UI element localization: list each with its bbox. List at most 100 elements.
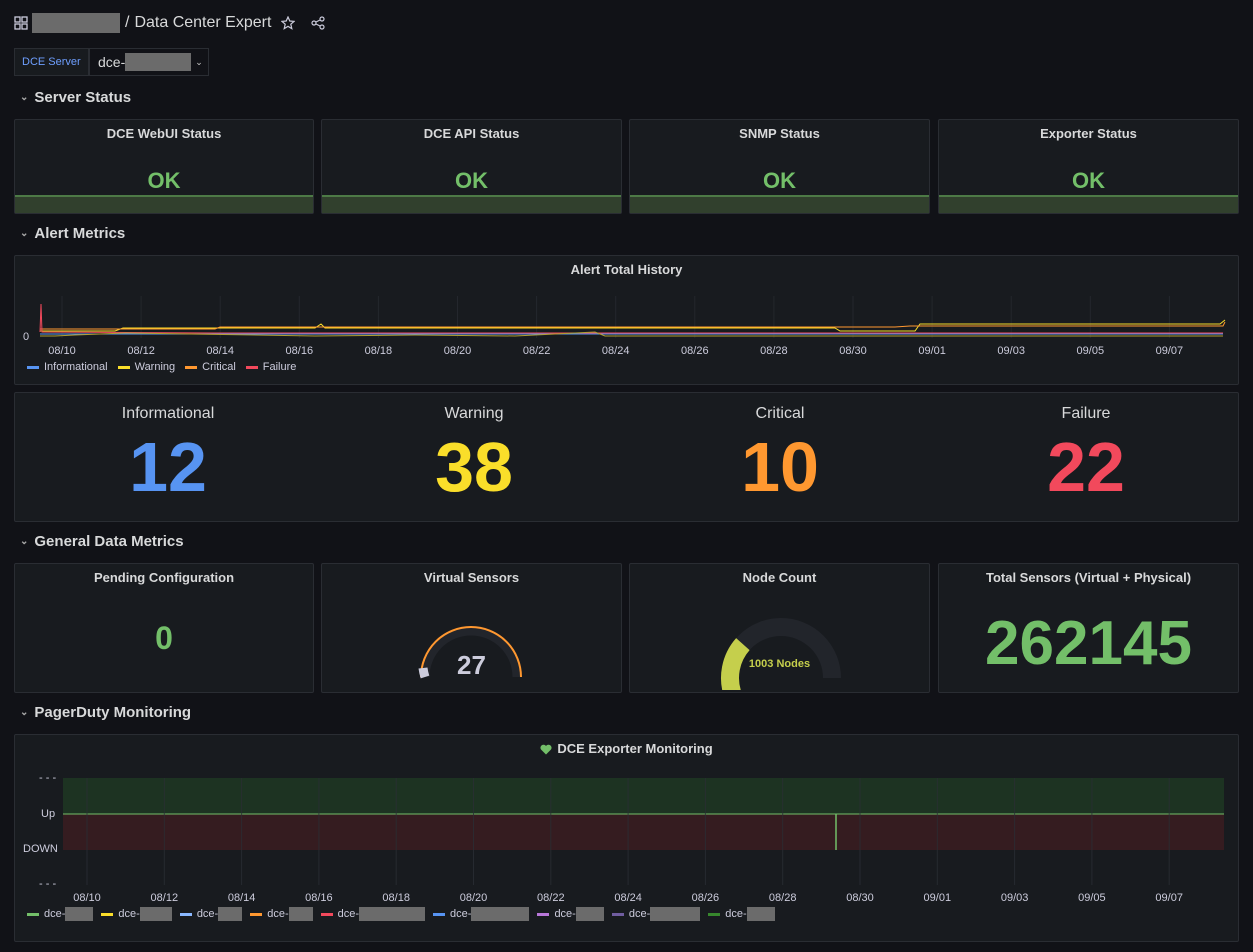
status-value: OK [147, 168, 181, 193]
legend-name-redacted [288, 907, 313, 921]
panel-title: DCE WebUI Status [106, 126, 222, 141]
panel-title: DCE API Status [423, 126, 520, 141]
virtual-sensors-panel[interactable]: Virtual Sensors 27 [321, 563, 622, 693]
x-tick-label: 09/05 [1077, 345, 1105, 357]
legend-label: dce- [725, 908, 747, 920]
x-tick-label: 08/20 [460, 892, 488, 904]
down-band [63, 814, 1224, 850]
status-panel-exporter[interactable]: Exporter Status OK [938, 119, 1239, 214]
node-count-panel[interactable]: Node Count 1003 Nodes [629, 563, 930, 693]
x-tick-label: 09/07 [1156, 345, 1184, 357]
legend-swatch [611, 912, 624, 916]
x-tick-label: 08/22 [537, 892, 565, 904]
status-panel-webui[interactable]: DCE WebUI Status OK [14, 119, 314, 214]
pending-configuration-panel[interactable]: Pending Configuration 0 [14, 563, 314, 693]
legend-label: Failure [262, 361, 297, 373]
legend-item[interactable]: Warning [117, 361, 175, 373]
legend-label: dce- [554, 908, 576, 920]
panel-title: Node Count [742, 570, 817, 585]
total-sensors-panel[interactable]: Total Sensors (Virtual + Physical) 26214… [938, 563, 1239, 693]
row-pagerduty-monitoring[interactable]: ⌄ PagerDuty Monitoring [20, 704, 191, 721]
dashboard-title[interactable]: Data Center Expert [134, 14, 272, 31]
legend-swatch [245, 365, 258, 369]
chevron-down-icon: ⌄ [20, 536, 29, 547]
status-bar [322, 195, 621, 213]
legend-name-redacted [359, 907, 426, 921]
share-icon[interactable] [311, 16, 326, 30]
panel-title-row: DCE Exporter Monitoring [15, 741, 1238, 756]
status-bar [939, 195, 1238, 213]
exporter-monitoring-panel[interactable]: DCE Exporter Monitoring - - - Up DOWN - … [14, 734, 1239, 942]
gauge-fill-arc [418, 667, 430, 679]
x-tick-label: 08/28 [760, 345, 788, 357]
breadcrumb-separator: / [125, 14, 130, 31]
legend-swatch [433, 912, 446, 916]
alert-history-legend: Informational Warning Critical Failure [27, 361, 296, 373]
legend-swatch [117, 365, 130, 369]
dashboards-grid-icon[interactable] [14, 16, 28, 30]
panel-title: Pending Configuration [93, 570, 235, 585]
legend-swatch [250, 912, 263, 916]
legend-item[interactable]: dce- [708, 907, 775, 921]
legend-item[interactable]: dce- [101, 907, 172, 921]
virtual-sensors-value: 27 [457, 650, 486, 680]
row-general-data-metrics[interactable]: ⌄ General Data Metrics [20, 533, 184, 550]
legend-name-redacted [575, 907, 604, 921]
chevron-down-icon: ⌄ [20, 228, 29, 239]
series-line-critical [40, 321, 1226, 330]
gauge-fill-arc [721, 638, 750, 690]
x-tick-label: 08/26 [692, 892, 720, 904]
x-tick-label: 08/18 [382, 892, 410, 904]
chevron-down-icon: ⌄ [20, 707, 29, 718]
legend-item[interactable]: Informational [27, 361, 108, 373]
stat-value-critical: 10 [741, 428, 819, 506]
legend-item[interactable]: dce- [433, 907, 530, 921]
x-tick-label: 08/24 [614, 892, 642, 904]
legend-item[interactable]: dce- [27, 907, 94, 921]
legend-item[interactable]: dce- [537, 907, 604, 921]
panel-title: DCE Exporter Monitoring [557, 741, 713, 756]
x-tick-label: 09/01 [918, 345, 946, 357]
legend-swatch [27, 365, 39, 369]
legend-item[interactable]: dce- [179, 907, 243, 921]
pending-value: 0 [155, 620, 173, 656]
node-count-value: 1003 Nodes [748, 658, 811, 670]
star-icon[interactable] [280, 15, 296, 30]
up-band [63, 778, 1224, 814]
stat-value-failure: 22 [1047, 428, 1125, 506]
x-tick-label: 09/05 [1078, 892, 1106, 904]
legend-item[interactable]: Failure [245, 361, 297, 373]
alert-counts-panel[interactable]: Informational 12 Warning 38 Critical 10 … [14, 392, 1239, 522]
folder-name-redacted[interactable] [32, 13, 120, 33]
y-tick-label: - - - [39, 772, 56, 784]
legend-name-redacted [139, 907, 172, 921]
status-value: OK [763, 168, 796, 193]
series-line-failure [39, 303, 1223, 334]
legend-label: dce- [337, 908, 360, 920]
row-title: Alert Metrics [34, 225, 126, 242]
legend-item[interactable]: dce- [250, 907, 313, 921]
dce-server-select[interactable]: dce- ⌄ [89, 48, 209, 76]
x-tick-label: 08/30 [846, 892, 874, 904]
x-tick-label: 09/01 [924, 892, 952, 904]
alert-history-x-ticks: 08/10 08/12 08/14 08/16 08/18 08/20 08/22 08/24… [48, 345, 1183, 357]
x-tick-label: 08/20 [444, 345, 472, 357]
pagerduty-x-ticks: 08/10 08/12 08/14 08/16 08/18 08/20 08/22 08/24… [73, 892, 1183, 904]
alert-history-panel[interactable]: Alert Total History 0 08/10 08/12 08/14 08/… [14, 255, 1239, 385]
status-panel-snmp[interactable]: SNMP Status OK [629, 119, 930, 214]
legend-item[interactable]: dce- [320, 907, 426, 921]
pagerduty-grid [86, 778, 1170, 885]
chevron-down-icon: ⌄ [195, 56, 203, 67]
row-alert-metrics[interactable]: ⌄ Alert Metrics [20, 225, 125, 242]
dce-server-value: dce- [98, 54, 126, 70]
y-tick-label: Up [41, 808, 55, 820]
y-tick-label: - - - [39, 878, 56, 890]
legend-swatch [320, 912, 333, 916]
legend-label: dce- [118, 908, 140, 920]
virtual-sensors-gauge [418, 626, 522, 679]
status-panel-api[interactable]: DCE API Status OK [321, 119, 622, 214]
legend-item[interactable]: dce- [611, 907, 701, 921]
row-server-status[interactable]: ⌄ Server Status [20, 89, 131, 106]
x-tick-label: 08/12 [127, 345, 155, 357]
legend-item[interactable]: Critical [185, 361, 236, 373]
